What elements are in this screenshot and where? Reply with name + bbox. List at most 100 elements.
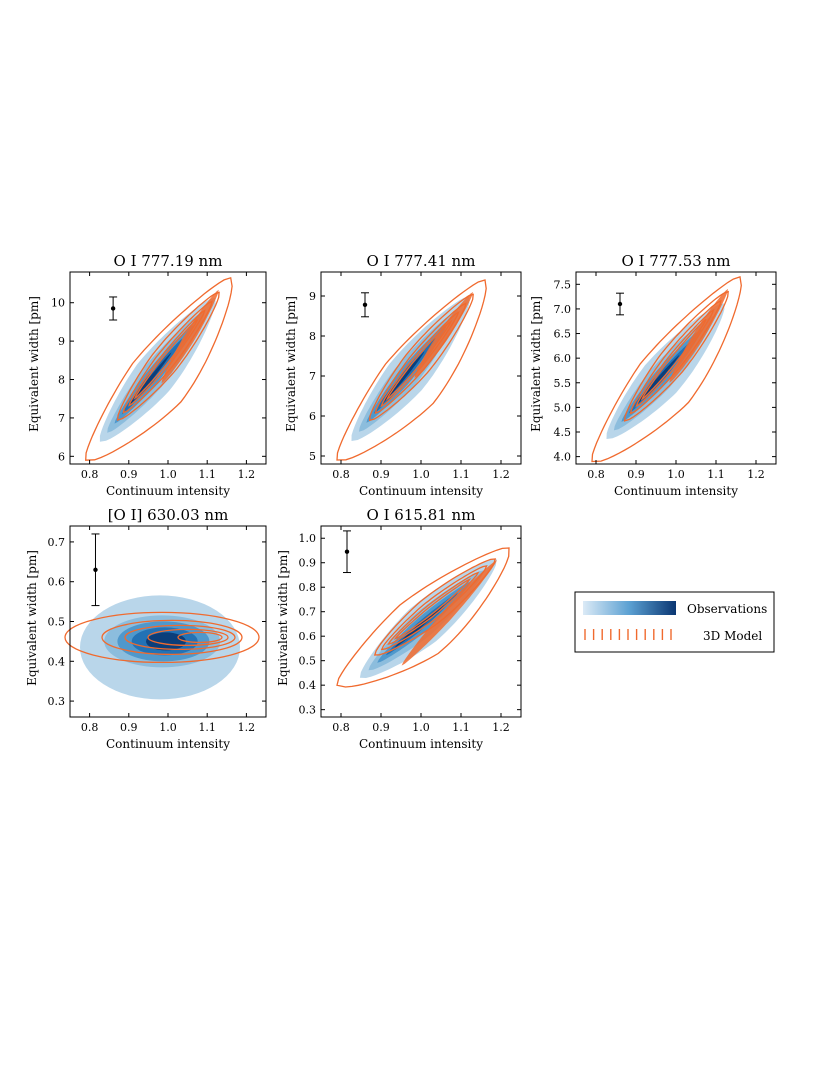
errorbar-point: [344, 549, 350, 554]
y-tick-label: 10: [51, 297, 65, 310]
x-tick-label: 1.2: [238, 468, 256, 481]
plot-area: [591, 276, 742, 463]
panel-title: O I 777.53 nm: [622, 252, 731, 270]
y-tick-label: 6.5: [554, 328, 572, 341]
y-tick-label: 9: [309, 290, 316, 303]
plot-area: [85, 276, 233, 461]
errorbar-point: [93, 567, 98, 572]
y-tick-label: 7: [309, 370, 316, 383]
y-tick-label: 8: [309, 330, 316, 343]
y-tick-label: 7.5: [554, 278, 572, 291]
y-tick-label: 0.4: [48, 655, 66, 668]
x-tick-label: 1.1: [707, 468, 725, 481]
y-tick-label: 6: [309, 410, 316, 423]
model-contour: [101, 619, 243, 656]
obs-density-level: [129, 352, 172, 406]
x-tick-label: 1.1: [198, 721, 216, 734]
errorbar-point: [617, 301, 623, 307]
y-tick-label: 0.3: [299, 704, 317, 717]
x-axis-label: Continuum intensity: [106, 484, 230, 498]
model-contour: [368, 293, 474, 422]
y-tick-label: 0.6: [48, 576, 66, 589]
x-tick-label: 1.2: [492, 468, 510, 481]
y-tick-label: 5.5: [554, 377, 572, 390]
x-tick-label: 1.0: [412, 721, 430, 734]
y-tick-label: 5: [309, 450, 316, 463]
y-tick-label: 8: [58, 374, 65, 387]
x-axis-label: Continuum intensity: [614, 484, 738, 498]
x-tick-label: 1.1: [452, 721, 470, 734]
y-tick-label: 0.7: [299, 606, 317, 619]
panel-title: O I 615.81 nm: [367, 506, 476, 524]
y-tick-label: 0.6: [299, 630, 317, 643]
model-core: [669, 288, 728, 383]
model-contour: [85, 276, 233, 461]
model-contour: [177, 631, 223, 644]
y-tick-label: 9: [58, 335, 65, 348]
x-axis-label: Continuum intensity: [106, 737, 230, 751]
model-contour: [147, 628, 229, 647]
model-contour: [387, 571, 480, 646]
y-tick-label: 0.5: [299, 655, 317, 668]
x-tick-label: 1.2: [747, 468, 765, 481]
y-tick-label: 1.0: [299, 532, 317, 545]
model-contour: [336, 279, 487, 461]
obs-density-level: [146, 632, 186, 651]
model-contour: [380, 565, 488, 651]
legend: Observations 3D Model: [574, 591, 775, 653]
legend-model-swatch: [584, 629, 672, 640]
x-tick-label: 0.8: [332, 721, 350, 734]
y-tick-label: 7: [58, 412, 65, 425]
panel-oi-615-81: O I 615.81 nm Continuum intensity Equiva…: [276, 506, 522, 751]
x-axis-label: Continuum intensity: [359, 737, 483, 751]
y-tick-label: 4.0: [554, 451, 572, 464]
x-tick-label: 1.1: [452, 468, 470, 481]
panel-oi-777-53: O I 777.53 nm Continuum intensity Equiva…: [529, 252, 777, 498]
y-tick-label: 0.8: [299, 581, 317, 594]
panel-title: O I 777.41 nm: [367, 252, 476, 270]
legend-observations-swatch: [583, 601, 676, 615]
plot-area: [336, 279, 487, 461]
obs-density-level: [636, 354, 680, 405]
model-contour: [116, 291, 220, 421]
errorbar-point: [362, 302, 368, 307]
y-tick-label: 0.4: [299, 679, 317, 692]
legend-model-label: 3D Model: [703, 629, 762, 643]
legend-observations-label: Observations: [687, 602, 767, 616]
panel-oi-777-41: O I 777.41 nm Continuum intensity Equiva…: [284, 252, 522, 498]
y-axis-label: Equivalent width [pm]: [27, 296, 41, 432]
model-contour: [124, 624, 236, 651]
x-tick-label: 1.0: [159, 721, 177, 734]
x-tick-label: 0.9: [627, 468, 645, 481]
model-contour: [623, 290, 729, 422]
x-tick-label: 0.8: [81, 468, 99, 481]
y-tick-label: 0.9: [299, 557, 317, 570]
y-axis-label: Equivalent width [pm]: [276, 550, 290, 686]
plot-area: [64, 595, 260, 700]
model-core: [161, 289, 219, 384]
model-contour: [336, 547, 510, 688]
y-tick-label: 5.0: [554, 401, 572, 414]
x-tick-label: 0.9: [372, 468, 390, 481]
x-tick-label: 1.0: [159, 468, 177, 481]
x-tick-label: 1.0: [412, 468, 430, 481]
y-tick-label: 6: [58, 450, 65, 463]
x-tick-label: 0.9: [372, 721, 390, 734]
y-tick-label: 7.0: [554, 303, 572, 316]
plot-area: [336, 547, 510, 688]
x-tick-label: 0.9: [120, 468, 137, 481]
model-core: [401, 560, 497, 666]
model-contour: [591, 276, 742, 463]
y-axis-label: Equivalent width [pm]: [284, 296, 298, 432]
x-tick-label: 1.2: [238, 721, 256, 734]
y-axis-label: Equivalent width [pm]: [529, 296, 543, 432]
model-contour: [393, 578, 472, 640]
errorbar-point: [110, 306, 116, 311]
panel-title: [O I] 630.03 nm: [108, 506, 229, 524]
x-axis-label: Continuum intensity: [359, 484, 483, 498]
x-tick-label: 0.8: [332, 468, 350, 481]
panel-oi-777-19: O I 777.19 nm Continuum intensity Equiva…: [27, 252, 267, 498]
y-tick-label: 0.3: [48, 695, 66, 708]
panel-title: O I 777.19 nm: [114, 252, 223, 270]
